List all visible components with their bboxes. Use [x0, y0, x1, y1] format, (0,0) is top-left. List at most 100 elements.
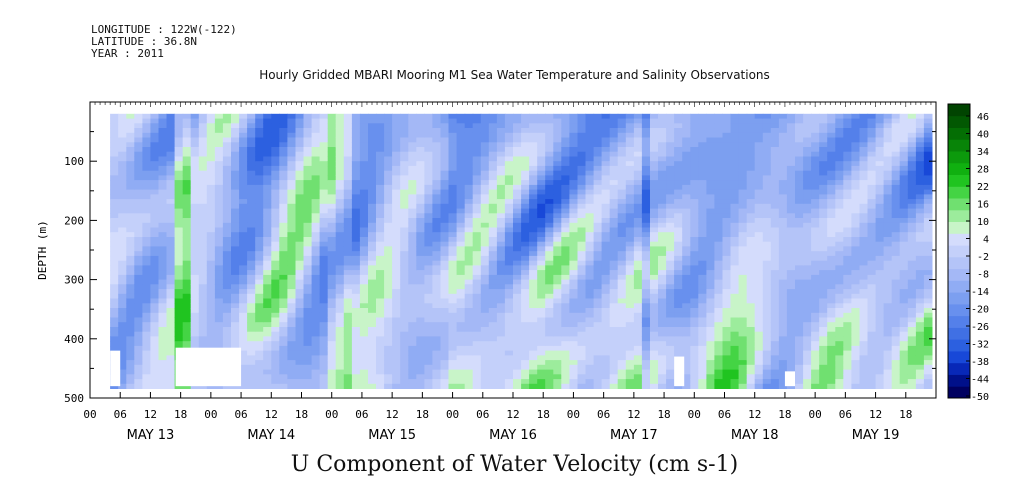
- heat-cell: [569, 246, 578, 252]
- heat-cell: [609, 113, 619, 119]
- heat-cell: [625, 161, 635, 167]
- heat-cell: [279, 237, 288, 243]
- heat-cell: [658, 203, 667, 209]
- heat-cell: [206, 142, 216, 148]
- heat-cell: [746, 151, 756, 157]
- heat-cell: [311, 364, 321, 370]
- heat-cell: [795, 279, 804, 285]
- heat-cell: [698, 255, 707, 262]
- heat-cell: [577, 118, 587, 124]
- heat-cell: [553, 123, 562, 129]
- heat-cell: [609, 260, 619, 266]
- heat-cell: [303, 246, 313, 252]
- heat-cell: [464, 142, 474, 148]
- heat-cell: [222, 137, 232, 143]
- heat-cell: [327, 237, 337, 243]
- heat-cell: [327, 151, 337, 157]
- heat-cell: [625, 312, 635, 318]
- heat-cell: [714, 270, 723, 276]
- heat-cell: [706, 374, 715, 380]
- heat-cell: [142, 151, 151, 157]
- heat-cell: [521, 189, 530, 195]
- heat-cell: [770, 180, 780, 186]
- heat-cell: [786, 336, 796, 342]
- heat-cell: [118, 161, 127, 167]
- heat-cell: [601, 199, 611, 205]
- heat-cell: [513, 260, 522, 266]
- heat-cell: [287, 113, 296, 119]
- heat-cell: [682, 293, 691, 299]
- heat-cell: [650, 232, 659, 238]
- heat-cell: [456, 383, 466, 389]
- heat-cell: [513, 251, 522, 257]
- heat-cell: [617, 383, 627, 389]
- heat-cell: [625, 336, 635, 342]
- heat-cell: [762, 241, 772, 247]
- heat-cell: [513, 369, 522, 375]
- heat-cell: [601, 255, 611, 262]
- heat-cell: [376, 360, 385, 366]
- heat-cell: [569, 317, 578, 323]
- heat-cell: [561, 265, 570, 271]
- heat-cell: [561, 383, 570, 389]
- heat-cell: [400, 312, 409, 318]
- heat-cell: [190, 128, 200, 134]
- heat-cell: [198, 298, 208, 304]
- heat-cell: [480, 260, 490, 266]
- heat-cell: [480, 128, 490, 134]
- heat-cell: [569, 360, 578, 366]
- heat-cell: [432, 161, 441, 167]
- heat-cell: [392, 147, 401, 153]
- heat-cell: [392, 265, 401, 271]
- heat-cell: [488, 360, 498, 366]
- heat-cell: [593, 246, 603, 252]
- heat-cell: [319, 194, 329, 200]
- heat-cell: [553, 284, 562, 290]
- heat-cell: [295, 189, 305, 195]
- heat-cell: [617, 374, 627, 380]
- heat-cell: [343, 208, 353, 214]
- heat-cell: [633, 170, 643, 176]
- heat-cell: [770, 360, 780, 366]
- heat-cell: [279, 284, 288, 290]
- heat-cell: [537, 345, 546, 352]
- heat-cell: [408, 184, 417, 191]
- heat-cell: [658, 293, 667, 299]
- heat-cell: [658, 364, 667, 370]
- heat-cell: [521, 170, 530, 176]
- heat-cell: [778, 350, 788, 356]
- heat-cell: [456, 161, 466, 167]
- heat-cell: [601, 265, 611, 271]
- heat-cell: [496, 203, 506, 209]
- heat-cell: [416, 308, 425, 314]
- heat-cell: [682, 137, 691, 143]
- heat-cell: [682, 298, 691, 304]
- heat-cell: [222, 317, 232, 323]
- heat-cell: [617, 189, 627, 195]
- heat-cell: [384, 180, 393, 186]
- heat-cell: [335, 303, 345, 309]
- heat-cell: [440, 265, 450, 271]
- heat-cell: [142, 331, 151, 337]
- heat-cell: [416, 189, 425, 195]
- heat-cell: [456, 336, 466, 342]
- heat-cell: [529, 180, 538, 186]
- heat-cell: [770, 213, 780, 219]
- heat-cell: [214, 199, 224, 205]
- heat-cell: [504, 260, 514, 266]
- heat-cell: [392, 184, 401, 191]
- heat-cell: [577, 331, 587, 337]
- heat-cell: [770, 265, 780, 271]
- heat-cell: [762, 161, 772, 167]
- heat-cell: [488, 345, 498, 352]
- heat-cell: [343, 251, 353, 257]
- heat-cell: [561, 374, 570, 380]
- heat-cell: [762, 128, 772, 134]
- heat-cell: [762, 379, 772, 385]
- heat-cell: [577, 156, 587, 162]
- heat-cell: [690, 218, 699, 224]
- heat-cell: [222, 327, 232, 333]
- heat-cell: [126, 170, 135, 176]
- heat-cell: [513, 360, 522, 366]
- heat-cell: [319, 241, 329, 247]
